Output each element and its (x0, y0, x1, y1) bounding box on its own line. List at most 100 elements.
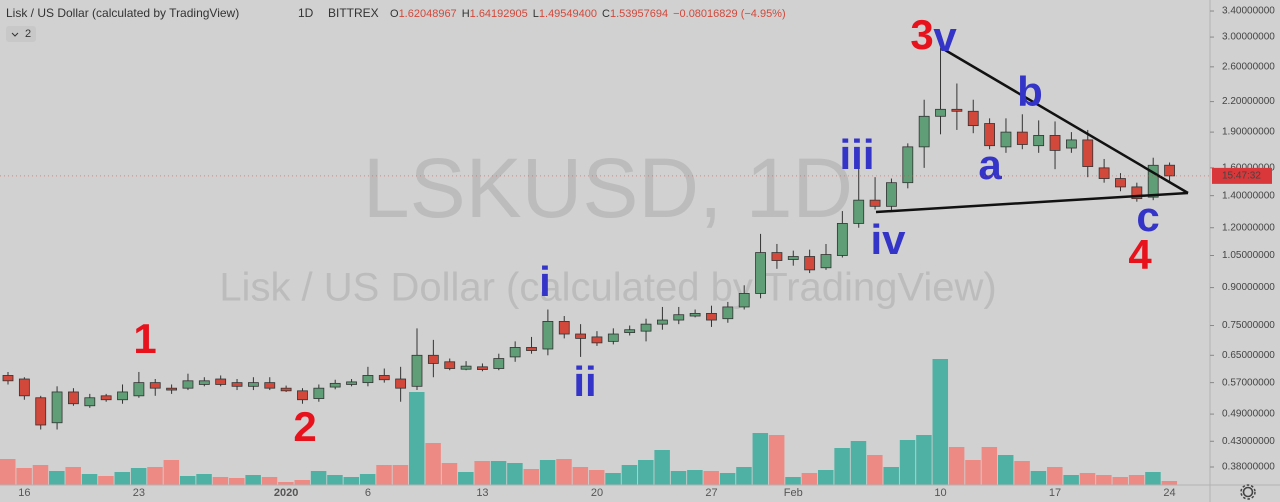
wave-label: iii (839, 131, 874, 178)
volume-bar (98, 476, 114, 485)
candle-body (607, 333, 619, 342)
volume-bar (65, 467, 81, 485)
candle-body (247, 382, 259, 387)
candle-body (198, 380, 210, 385)
volume-bar (981, 447, 998, 485)
volume-bar (687, 470, 703, 485)
watermark-ticker: LSKUSD, 1D (363, 141, 853, 235)
candle-body (967, 110, 979, 127)
indicator-toggle[interactable]: 2 (6, 26, 36, 42)
candle-body (493, 358, 505, 369)
wave-label: 2 (293, 403, 316, 450)
volume-bar (801, 473, 818, 485)
volume-bar (130, 468, 147, 485)
volume-bar (16, 468, 32, 485)
watermark-description: Lisk / US Dollar (calculated by TradingV… (219, 266, 996, 310)
volume-bar (49, 471, 65, 485)
candle-body (1082, 139, 1094, 167)
candle-body (558, 321, 570, 335)
volume-bar (719, 473, 736, 485)
volume-bar (1112, 477, 1128, 485)
candle-body (1000, 131, 1012, 148)
candle-body (1147, 164, 1159, 198)
candle-body (1066, 139, 1077, 149)
candle-body (984, 123, 995, 147)
last-price-tag (1212, 167, 1272, 184)
x-tick-label: 10 (934, 487, 946, 499)
candle-body (346, 381, 357, 385)
volume-bar (294, 480, 310, 485)
x-tick-label: 23 (133, 487, 145, 499)
volume-bar (343, 477, 360, 485)
candle-body (329, 382, 341, 388)
candle-body (84, 397, 96, 407)
indicator-button[interactable] (6, 26, 36, 42)
volume-bar (556, 459, 572, 485)
candle-body (575, 333, 586, 339)
volume-layer (0, 359, 1178, 485)
volume-bar (997, 455, 1014, 485)
candle-body (853, 199, 865, 224)
volume-bar (310, 471, 327, 485)
volume-bar (785, 477, 801, 485)
y-tick-label: 3.00000000 (1222, 32, 1275, 43)
axis-layer: 3.40000000 3.00000000 2.60000000 2.20000000… (0, 6, 1275, 499)
volume-bar (441, 463, 458, 485)
volume-bar (752, 433, 769, 485)
gear-icon[interactable] (1242, 486, 1254, 498)
volume-bar (736, 467, 752, 485)
candle-body (1049, 135, 1061, 151)
x-tick-label: Feb (784, 487, 803, 499)
y-tick-label: 1.05000000 (1222, 250, 1275, 261)
gear-teeth (1240, 484, 1256, 500)
volume-bar (605, 473, 621, 485)
ohlc-key: O (390, 8, 399, 20)
volume-bar (278, 482, 294, 485)
candle-body (624, 329, 636, 333)
volume-bar (703, 471, 719, 485)
symbol: Lisk / US Dollar (calculated by TradingV… (6, 6, 239, 20)
candle-body (2, 375, 14, 382)
volume-bar (948, 447, 965, 485)
volume-bar (1047, 467, 1063, 485)
candle-body (51, 391, 63, 424)
volume-bar (654, 450, 670, 485)
volume-bar (539, 460, 556, 485)
candle-body (166, 387, 178, 391)
y-tick-label: 1.20000000 (1222, 222, 1275, 233)
candle-body (411, 354, 423, 387)
candle-body (1098, 167, 1110, 179)
volume-bar (81, 474, 98, 485)
ohlc-value: 1.64192905 (470, 8, 528, 20)
candle-body (1115, 178, 1126, 188)
volume-bar (523, 469, 540, 485)
candle-body (378, 375, 390, 381)
candle-body (935, 108, 946, 117)
candle-body (706, 312, 717, 321)
volume-bar (588, 470, 605, 485)
y-tick-label: 0.90000000 (1222, 282, 1275, 293)
volume-bar (0, 459, 16, 485)
volume-bar (507, 463, 523, 485)
y-tick-label: 0.57000000 (1222, 377, 1275, 388)
wave-label: c (1136, 193, 1159, 240)
volume-bar (245, 475, 261, 485)
volume-bar (621, 465, 638, 485)
y-tick-label: 0.49000000 (1222, 409, 1275, 420)
candle-body (264, 382, 276, 389)
volume-bar (327, 475, 343, 485)
chevron-icon (11, 32, 19, 37)
exchange: BITTREX (328, 6, 379, 20)
volume-bar (932, 359, 949, 485)
volume-bar (32, 465, 49, 485)
y-tick-label: 0.75000000 (1222, 320, 1275, 331)
x-tick-label: 20 (591, 487, 603, 499)
wave-label: a (978, 141, 1002, 188)
trendline (875, 191, 1189, 214)
settings-icon[interactable] (1240, 484, 1256, 500)
ohlc-value: 1.53957694 (610, 8, 668, 20)
ohlc-value: 1.49549400 (539, 8, 597, 20)
candle-body (427, 354, 439, 364)
candle-body (771, 252, 783, 261)
